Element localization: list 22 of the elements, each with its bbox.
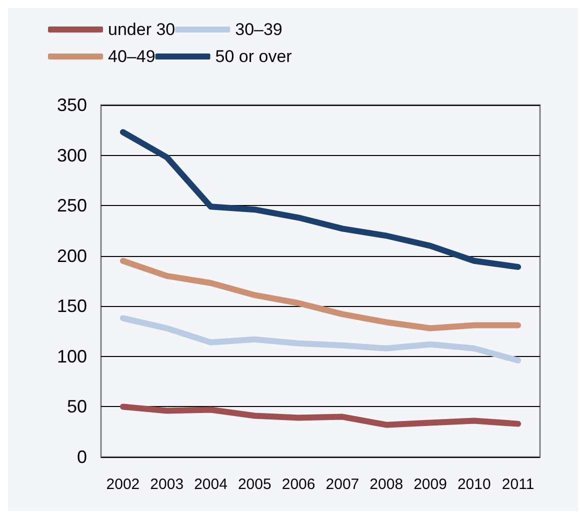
y-tick-label: 150 [56, 296, 87, 316]
x-tick-label: 2007 [326, 476, 360, 493]
y-tick-label: 350 [56, 95, 87, 115]
y-tick-label: 0 [76, 447, 87, 467]
x-tick-label: 2011 [502, 476, 534, 493]
y-tick-label: 250 [56, 196, 87, 216]
x-tick-label: 2002 [106, 476, 140, 493]
y-tick-label: 300 [56, 145, 87, 166]
legend-label: under 30 [108, 20, 176, 39]
y-tick-label: 50 [66, 396, 87, 417]
y-tick-label: 200 [56, 246, 87, 266]
y-tick-label: 100 [56, 346, 87, 366]
x-tick-label: 2003 [150, 476, 184, 493]
x-tick-label: 2010 [457, 476, 491, 493]
x-tick-label: 2009 [414, 476, 447, 493]
legend-label: 30–39 [235, 20, 282, 39]
x-tick-label: 2006 [282, 476, 316, 493]
x-tick-label: 2005 [238, 476, 272, 493]
x-tick-label: 2004 [194, 476, 228, 493]
legend-label: 40–49 [108, 47, 156, 66]
x-tick-label: 2008 [370, 476, 404, 493]
legend-label: 50 or over [215, 47, 292, 66]
